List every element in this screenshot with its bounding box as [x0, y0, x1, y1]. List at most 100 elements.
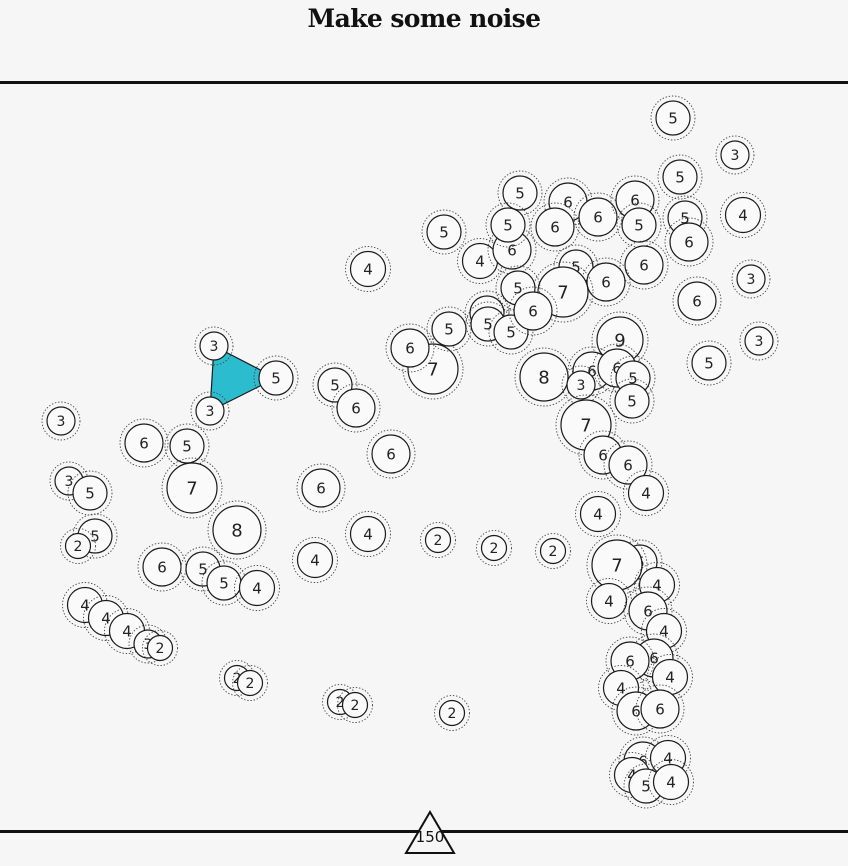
node[interactable]: 4 [345, 246, 391, 292]
node-disc[interactable] [677, 281, 717, 321]
node-disc[interactable] [349, 515, 387, 553]
node-disc[interactable] [490, 207, 526, 243]
node[interactable]: 2 [337, 687, 373, 723]
node[interactable]: 3 [739, 321, 779, 361]
node-disc[interactable] [349, 250, 387, 288]
node[interactable]: 4 [292, 537, 338, 583]
node-disc[interactable] [301, 468, 341, 508]
node[interactable]: 6 [331, 383, 381, 433]
node-disc[interactable] [431, 311, 467, 347]
node[interactable]: 3 [561, 365, 601, 405]
node-disc[interactable] [502, 175, 538, 211]
node[interactable]: 3 [731, 259, 771, 299]
node-disc[interactable] [146, 634, 174, 662]
node[interactable]: 4 [648, 759, 694, 805]
node[interactable]: 5 [421, 209, 467, 255]
node-disc[interactable] [539, 537, 567, 565]
node[interactable]: 6 [119, 418, 169, 468]
node[interactable]: 5 [686, 340, 732, 386]
node[interactable]: 5 [609, 378, 655, 424]
node-disc[interactable] [46, 406, 76, 436]
node[interactable]: 6 [296, 463, 346, 513]
node[interactable]: 6 [385, 323, 435, 373]
node[interactable]: 2 [535, 533, 571, 569]
node[interactable]: 6 [137, 542, 187, 592]
node[interactable]: 5 [616, 202, 662, 248]
node[interactable]: 5 [485, 202, 531, 248]
node[interactable]: 6 [619, 240, 669, 290]
node[interactable]: 5 [253, 355, 299, 401]
node-disc[interactable] [736, 264, 766, 294]
node-disc[interactable] [166, 462, 218, 514]
node-disc[interactable] [426, 214, 462, 250]
node-disc[interactable] [390, 328, 430, 368]
node-disc[interactable] [624, 245, 664, 285]
node-disc[interactable] [195, 396, 225, 426]
node[interactable]: 3 [194, 326, 234, 366]
node-disc[interactable] [513, 291, 553, 331]
node-disc[interactable] [212, 505, 262, 555]
node[interactable]: 5 [426, 306, 472, 352]
node[interactable]: 2 [142, 630, 178, 666]
node[interactable]: 2 [232, 665, 268, 701]
node-disc[interactable] [669, 222, 709, 262]
node-disc[interactable] [586, 262, 626, 302]
selected-shape[interactable] [209, 345, 278, 413]
node-disc[interactable] [744, 326, 774, 356]
node[interactable]: 6 [508, 286, 558, 336]
node-disc[interactable] [199, 331, 229, 361]
node-disc[interactable] [535, 207, 575, 247]
node[interactable]: 4 [623, 470, 669, 516]
node[interactable]: 6 [581, 257, 631, 307]
node[interactable]: 4 [586, 578, 632, 624]
node-disc[interactable] [724, 196, 762, 234]
node-disc[interactable] [640, 689, 680, 729]
node[interactable]: 8 [514, 347, 574, 407]
node-disc[interactable] [614, 383, 650, 419]
node-disc[interactable] [519, 352, 569, 402]
node[interactable]: 4 [575, 491, 621, 537]
node-disc[interactable] [566, 370, 596, 400]
node-disc[interactable] [124, 423, 164, 463]
node-disc[interactable] [608, 445, 648, 485]
node[interactable]: 5 [497, 170, 543, 216]
node[interactable]: 2 [60, 528, 96, 564]
node-disc[interactable] [72, 475, 108, 511]
node[interactable]: 8 [207, 500, 267, 560]
node-disc[interactable] [438, 699, 466, 727]
node[interactable]: 5 [67, 470, 113, 516]
node[interactable]: 3 [41, 401, 81, 441]
node-disc[interactable] [371, 434, 411, 474]
node-disc[interactable] [579, 495, 617, 533]
node[interactable]: 2 [476, 530, 512, 566]
node-disc[interactable] [296, 541, 334, 579]
node[interactable]: 6 [603, 440, 653, 490]
node[interactable]: 7 [161, 457, 223, 519]
node[interactable]: 5 [312, 362, 358, 408]
node-disc[interactable] [621, 207, 657, 243]
node-disc[interactable] [341, 691, 369, 719]
node-disc[interactable] [655, 100, 691, 136]
node[interactable]: 6 [635, 684, 685, 734]
node-disc[interactable] [662, 159, 698, 195]
node[interactable]: 3 [715, 135, 755, 175]
node[interactable]: 6 [573, 192, 623, 242]
node[interactable]: 4 [234, 565, 280, 611]
node-disc[interactable] [691, 345, 727, 381]
node[interactable]: 4 [720, 192, 766, 238]
node[interactable]: 7 [586, 534, 648, 596]
node-disc[interactable] [578, 197, 618, 237]
node[interactable]: 5 [650, 95, 696, 141]
node[interactable]: 4 [345, 511, 391, 557]
node[interactable]: 6 [672, 276, 722, 326]
node-disc[interactable] [336, 388, 376, 428]
node-disc[interactable] [258, 360, 294, 396]
node-disc[interactable] [480, 534, 508, 562]
node-disc[interactable] [590, 582, 628, 620]
node-disc[interactable] [238, 569, 276, 607]
node[interactable]: 6 [366, 429, 416, 479]
node-disc[interactable] [627, 474, 665, 512]
node[interactable]: 5 [657, 154, 703, 200]
node[interactable]: 3 [190, 391, 230, 431]
